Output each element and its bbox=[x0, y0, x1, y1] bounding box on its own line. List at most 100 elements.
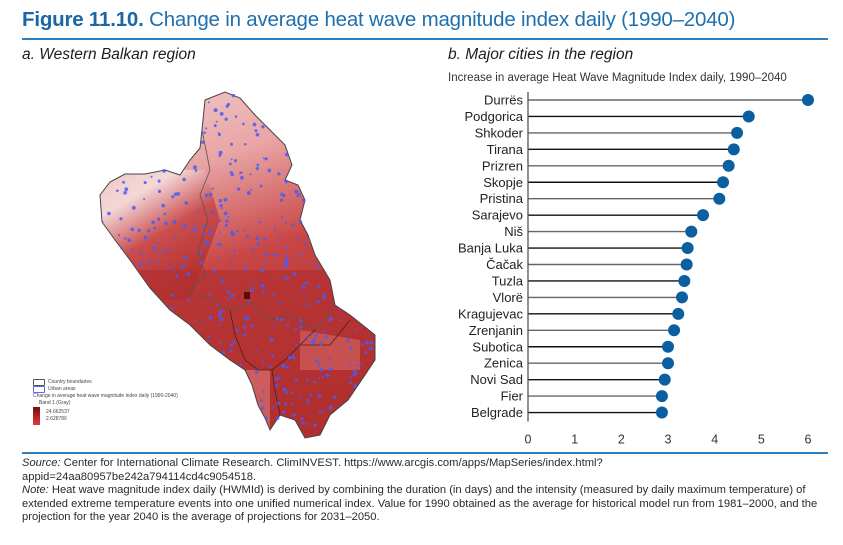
urban-area-dot bbox=[124, 187, 129, 192]
urban-area-dot bbox=[307, 402, 310, 405]
urban-area-dot bbox=[208, 230, 212, 235]
legend-layer-title: Change in average heat wave magnitude in… bbox=[33, 393, 178, 399]
chart-row: Belgrade bbox=[471, 405, 668, 420]
urban-area-dot bbox=[349, 363, 352, 366]
urban-area-dot bbox=[303, 243, 307, 246]
urban-area-dot bbox=[261, 406, 265, 410]
urban-area-dot bbox=[173, 237, 177, 241]
urban-area-dot bbox=[212, 224, 215, 227]
lollipop-dot bbox=[722, 159, 735, 172]
x-tick-label: 1 bbox=[571, 433, 578, 447]
lollipop-dot bbox=[717, 176, 730, 189]
urban-area-dot bbox=[254, 370, 259, 374]
urban-area-dot bbox=[147, 229, 151, 233]
urban-area-dot bbox=[246, 235, 250, 239]
urban-area-dot bbox=[318, 361, 321, 365]
lollipop-dot bbox=[681, 242, 694, 255]
x-tick-label: 0 bbox=[525, 433, 532, 447]
urban-area-dot bbox=[199, 260, 203, 264]
urban-area-dot bbox=[264, 252, 269, 257]
urban-area-dot bbox=[163, 212, 167, 216]
urban-area-dot bbox=[218, 342, 221, 345]
urban-area-dot bbox=[353, 370, 357, 373]
urban-area-dot bbox=[299, 325, 303, 329]
urban-area-dot bbox=[234, 115, 238, 118]
urban-area-dot bbox=[227, 298, 230, 301]
legend-country-boundaries: Country boundaries bbox=[48, 379, 92, 385]
urban-area-dot bbox=[356, 363, 359, 367]
x-tick-label: 6 bbox=[805, 433, 812, 447]
category-label: Belgrade bbox=[471, 405, 523, 420]
urban-area-dot bbox=[236, 329, 240, 332]
urban-area-dot bbox=[306, 335, 309, 338]
urban-area-dot bbox=[360, 363, 363, 366]
urban-area-dot bbox=[207, 101, 210, 104]
urban-area-dot bbox=[290, 403, 293, 406]
chart-row: Prizren bbox=[482, 158, 735, 173]
urban-area-dot bbox=[221, 207, 224, 210]
urban-area-dot bbox=[187, 297, 191, 301]
lollipop-dot bbox=[662, 340, 674, 353]
urban-area-dot bbox=[208, 315, 213, 320]
category-label: Tuzla bbox=[492, 273, 524, 288]
urban-area-dot bbox=[219, 111, 224, 116]
urban-area-dot bbox=[211, 187, 214, 190]
urban-area-dot bbox=[281, 363, 286, 368]
urban-area-dot bbox=[292, 355, 296, 360]
urban-area-dot bbox=[317, 393, 322, 398]
urban-area-dot bbox=[279, 238, 282, 242]
urban-area-dot bbox=[275, 416, 280, 420]
urban-area-dot bbox=[218, 323, 221, 326]
urban-area-dot bbox=[218, 231, 221, 234]
urban-area-dot bbox=[216, 304, 218, 306]
urban-area-dot bbox=[368, 346, 373, 351]
urban-area-dot bbox=[309, 393, 313, 397]
urban-area-dot bbox=[286, 365, 290, 369]
urban-area-dot bbox=[157, 260, 160, 263]
urban-area-dot bbox=[273, 228, 276, 231]
lollipop-dot bbox=[676, 291, 688, 304]
urban-area-dot bbox=[322, 295, 327, 300]
urban-area-dot bbox=[215, 120, 218, 123]
urban-area-dot bbox=[294, 189, 299, 194]
lollipop-dot bbox=[658, 373, 671, 386]
urban-area-dot bbox=[184, 201, 189, 205]
chart-row: Fier bbox=[501, 389, 668, 404]
x-tick-label: 4 bbox=[711, 433, 718, 447]
urban-area-dot bbox=[203, 131, 206, 135]
urban-area-dot bbox=[245, 319, 248, 322]
urban-area-dot bbox=[230, 142, 233, 146]
urban-area-dot bbox=[157, 217, 161, 221]
urban-area-dot bbox=[223, 197, 228, 202]
urban-area-dot bbox=[305, 378, 309, 381]
urban-area-dot bbox=[272, 292, 275, 296]
urban-area-dot bbox=[183, 255, 187, 260]
urban-area-dot bbox=[200, 140, 205, 144]
urban-area-dot bbox=[168, 265, 172, 269]
urban-area-dot bbox=[276, 401, 281, 405]
urban-area-dot bbox=[305, 422, 309, 426]
chart-row: Skopje bbox=[483, 175, 730, 190]
panel-b-label: b. Major cities in the region bbox=[448, 46, 634, 63]
urban-area-dot bbox=[218, 219, 222, 222]
urban-area-dot bbox=[230, 259, 233, 262]
chart-row: Zenica bbox=[484, 356, 674, 371]
urban-area-dot bbox=[234, 284, 237, 287]
category-label: Čačak bbox=[486, 257, 523, 272]
urban-area-dot bbox=[301, 285, 306, 290]
urban-area-dot bbox=[275, 317, 279, 321]
urban-area-dot bbox=[170, 306, 174, 310]
urban-area-dot bbox=[313, 423, 318, 428]
urban-area-dot bbox=[285, 390, 289, 395]
urban-area-dot bbox=[280, 318, 284, 322]
urban-area-dot bbox=[237, 187, 241, 191]
urban-area-dot bbox=[167, 246, 170, 249]
note: Note: Heat wave magnitude index daily (H… bbox=[22, 484, 822, 525]
urban-area-dot bbox=[284, 403, 288, 407]
legend-max-value: 24.662537 bbox=[46, 409, 70, 415]
heat-map bbox=[99, 91, 376, 439]
urban-area-dot bbox=[329, 316, 334, 321]
urban-area-dot bbox=[162, 249, 167, 254]
lollipop-dot bbox=[655, 390, 668, 403]
urban-area-dot bbox=[157, 179, 161, 183]
